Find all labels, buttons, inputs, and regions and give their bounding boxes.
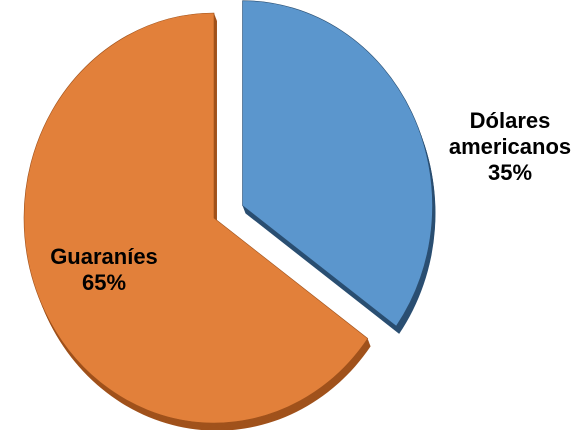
data-label-category: Dólares <box>470 108 551 133</box>
pie-slice-guaran-es <box>23 12 369 424</box>
data-label-category: americanos <box>449 134 571 159</box>
pie-slice-d-lares-americanos <box>242 0 433 327</box>
data-label-0: Dólares americanos 35% <box>449 108 571 185</box>
data-label-category: Guaraníes <box>50 244 158 269</box>
data-label-value: 35% <box>488 160 532 185</box>
data-label-1: Guaraníes 65% <box>50 244 158 295</box>
pie-slices <box>23 0 433 424</box>
pie-data-labels: Dólares americanos 35% Guaraníes 65% <box>50 108 571 295</box>
data-label-value: 65% <box>82 270 126 295</box>
